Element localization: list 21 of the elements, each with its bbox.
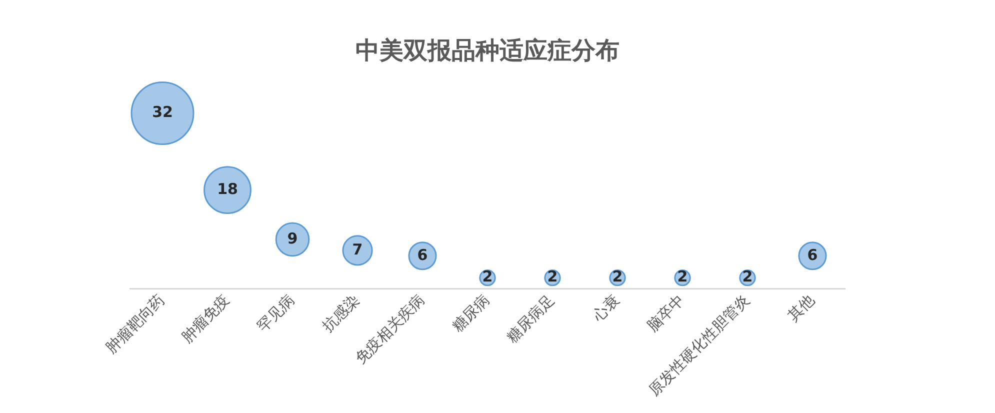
data-label: 6 — [417, 246, 428, 264]
data-label: 2 — [677, 268, 688, 286]
x-tick-label: 罕见病 — [254, 291, 298, 336]
data-label: 32 — [152, 103, 173, 122]
data-label: 2 — [742, 268, 753, 286]
data-label: 18 — [217, 180, 238, 198]
data-label: 6 — [807, 246, 818, 264]
x-tick-label: 糖尿病 — [448, 291, 494, 336]
x-tick-label: 其他 — [784, 291, 818, 325]
data-label: 7 — [352, 240, 363, 258]
chart-title: 中美双报品种适应症分布 — [356, 36, 620, 65]
data-label: 9 — [287, 229, 298, 248]
x-tick-label: 肿瘤靶向药 — [102, 291, 168, 357]
data-label: 2 — [547, 268, 558, 286]
x-tick-label: 心衰 — [588, 291, 624, 326]
x-tick-label: 脑卒中 — [644, 291, 688, 336]
x-tick-label: 肿瘤免疫 — [178, 291, 234, 346]
data-label: 2 — [612, 268, 623, 286]
x-tick-label: 糖尿病足 — [502, 291, 558, 346]
x-tick-label: 抗感染 — [318, 291, 364, 336]
data-label: 2 — [482, 268, 493, 286]
